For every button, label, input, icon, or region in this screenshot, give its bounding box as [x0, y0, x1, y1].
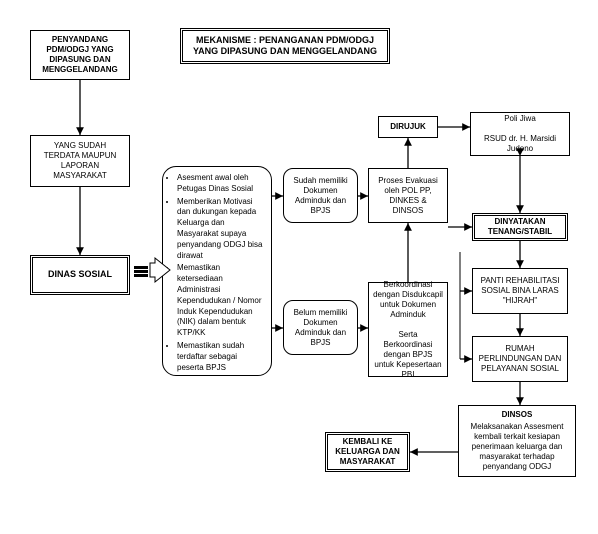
node-dinas-sosial-text: DINAS SOSIAL	[48, 269, 112, 280]
node-panti: PANTI REHABILITASI SOSIAL BINA LARAS "HI…	[472, 268, 568, 314]
node-sudah-dokumen: Sudah memiliki Dokumen Adminduk dan BPJS	[283, 168, 358, 223]
node-belum-dokumen: Belum memiliki Dokumen Adminduk dan BPJS	[283, 300, 358, 355]
node-dirujuk: DIRUJUK	[378, 116, 438, 138]
node-poli-jiwa: Poli Jiwa RSUD dr. H. Marsidi Judono	[470, 112, 570, 156]
node-evakuasi: Proses Evakuasi oleh POL PP, DINKES & DI…	[368, 168, 448, 223]
node-terdata: YANG SUDAH TERDATA MAUPUN LAPORAN MASYAR…	[30, 135, 130, 187]
node-panti-text: PANTI REHABILITASI SOSIAL BINA LARAS "HI…	[477, 276, 563, 306]
node-rumah-perlindungan-text: RUMAH PERLINDUNGAN DAN PELAYANAN SOSIAL	[477, 344, 563, 374]
node-stabil-text: DINYATAKAN TENANG/STABIL	[479, 217, 561, 237]
node-dinsos-title: DINSOS	[502, 410, 533, 420]
node-poli-jiwa-text: Poli Jiwa RSUD dr. H. Marsidi Judono	[475, 114, 565, 154]
node-koordinasi-text: Berkoordinasi dengan Disdukcapil untuk D…	[373, 280, 443, 380]
node-kembali-keluarga-text: KEMBALI KE KELUARGA DAN MASYARAKAT	[332, 437, 403, 467]
node-dinas-sosial: DINAS SOSIAL	[30, 255, 130, 295]
node-koordinasi: Berkoordinasi dengan Disdukcapil untuk D…	[368, 282, 448, 377]
list-item: Memberikan Motivasi dan dukungan kepada …	[177, 197, 265, 262]
list-item: Asesment awal oleh Petugas Dinas Sosial	[177, 173, 265, 195]
node-penyandang: PENYANDANG PDM/ODGJ YANG DIPASUNG DAN ME…	[30, 30, 130, 80]
node-rumah-perlindungan: RUMAH PERLINDUNGAN DAN PELAYANAN SOSIAL	[472, 336, 568, 382]
list-item: Memastikan sudah terdaftar sebagai peser…	[177, 341, 265, 373]
connector-icon	[134, 266, 148, 277]
flow-title: MEKANISME : PENANGANAN PDM/ODGJ YANG DIP…	[180, 28, 390, 64]
activity-list: Asesment awal oleh Petugas Dinas Sosial …	[162, 166, 272, 376]
node-terdata-text: YANG SUDAH TERDATA MAUPUN LAPORAN MASYAR…	[35, 141, 125, 181]
flow-title-text: MEKANISME : PENANGANAN PDM/ODGJ YANG DIP…	[187, 35, 383, 58]
node-kembali-keluarga: KEMBALI KE KELUARGA DAN MASYARAKAT	[325, 432, 410, 472]
node-sudah-dokumen-text: Sudah memiliki Dokumen Adminduk dan BPJS	[288, 176, 353, 216]
node-dinsos-body: Melaksanakan Assesment kembali terkait k…	[463, 422, 571, 472]
list-item: Memastikan ketersediaan Administrasi Kep…	[177, 263, 265, 339]
node-penyandang-text: PENYANDANG PDM/ODGJ YANG DIPASUNG DAN ME…	[35, 35, 125, 75]
node-dirujuk-text: DIRUJUK	[390, 122, 426, 132]
node-evakuasi-text: Proses Evakuasi oleh POL PP, DINKES & DI…	[373, 176, 443, 216]
node-belum-dokumen-text: Belum memiliki Dokumen Adminduk dan BPJS	[288, 308, 353, 348]
node-stabil: DINYATAKAN TENANG/STABIL	[472, 213, 568, 241]
node-dinsos-assesment: DINSOS Melaksanakan Assesment kembali te…	[458, 405, 576, 477]
